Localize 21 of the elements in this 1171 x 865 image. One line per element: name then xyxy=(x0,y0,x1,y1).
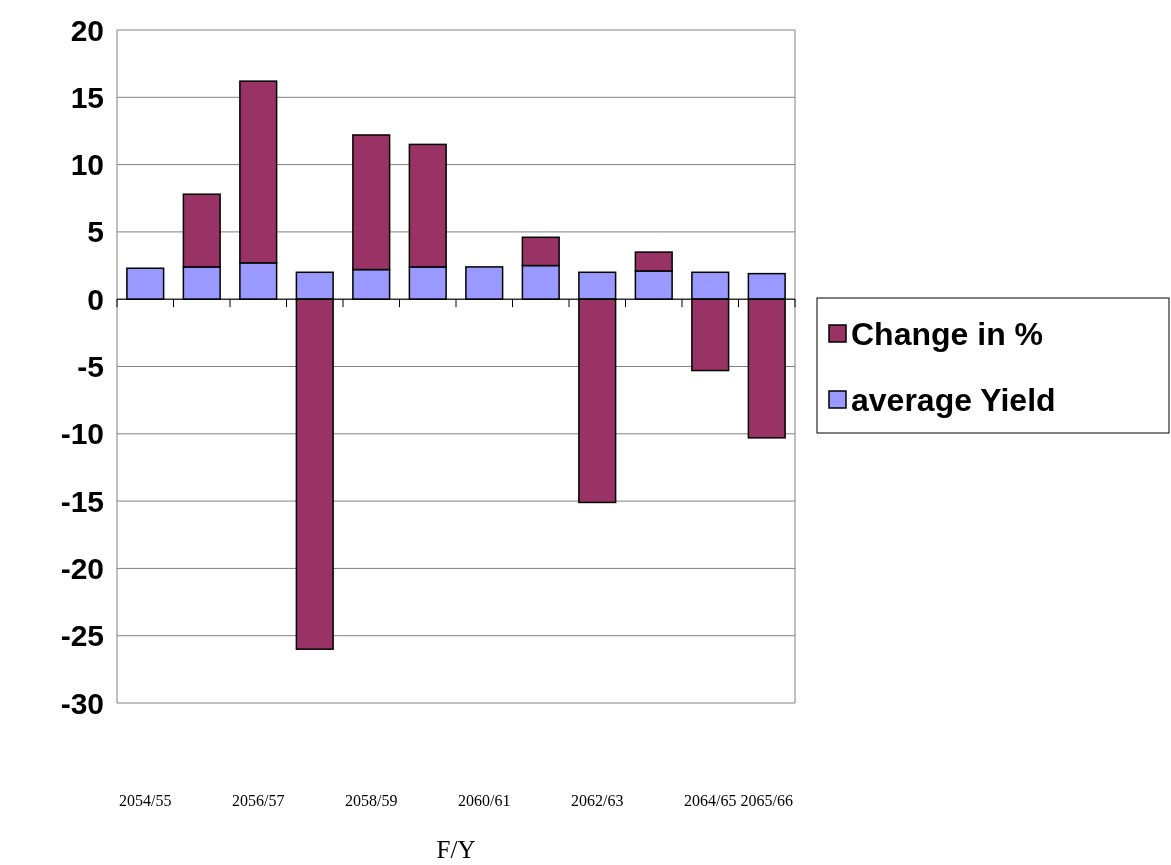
x-tick-label: 2062/63 xyxy=(571,792,624,809)
y-tick-label: -5 xyxy=(77,350,104,383)
y-tick-label: -20 xyxy=(60,551,104,585)
y-tick-label: -30 xyxy=(60,686,104,720)
y-tick-label: 20 xyxy=(70,13,104,47)
x-tick-label: 2064/65 xyxy=(684,792,737,809)
legend-label: Change in % xyxy=(851,316,1044,353)
x-tick-label: 2065/66 xyxy=(740,792,793,809)
y-tick-label: 15 xyxy=(70,80,104,114)
x-tick-label: 2058/59 xyxy=(345,792,398,809)
y-tick-label: 5 xyxy=(87,215,104,249)
y-tick-label: 10 xyxy=(70,148,104,182)
x-axis-title: F/Y xyxy=(436,836,476,863)
y-tick-label: -10 xyxy=(60,417,104,451)
x-tick-label: 2054/55 xyxy=(119,792,172,809)
y-tick-label: -25 xyxy=(60,619,104,653)
y-tick-label: -15 xyxy=(60,484,104,518)
x-tick-label: 2060/61 xyxy=(458,792,511,809)
legend-label: average Yield xyxy=(851,382,1056,419)
x-tick-label: 2056/57 xyxy=(232,792,285,809)
y-tick-label: 0 xyxy=(87,282,104,316)
